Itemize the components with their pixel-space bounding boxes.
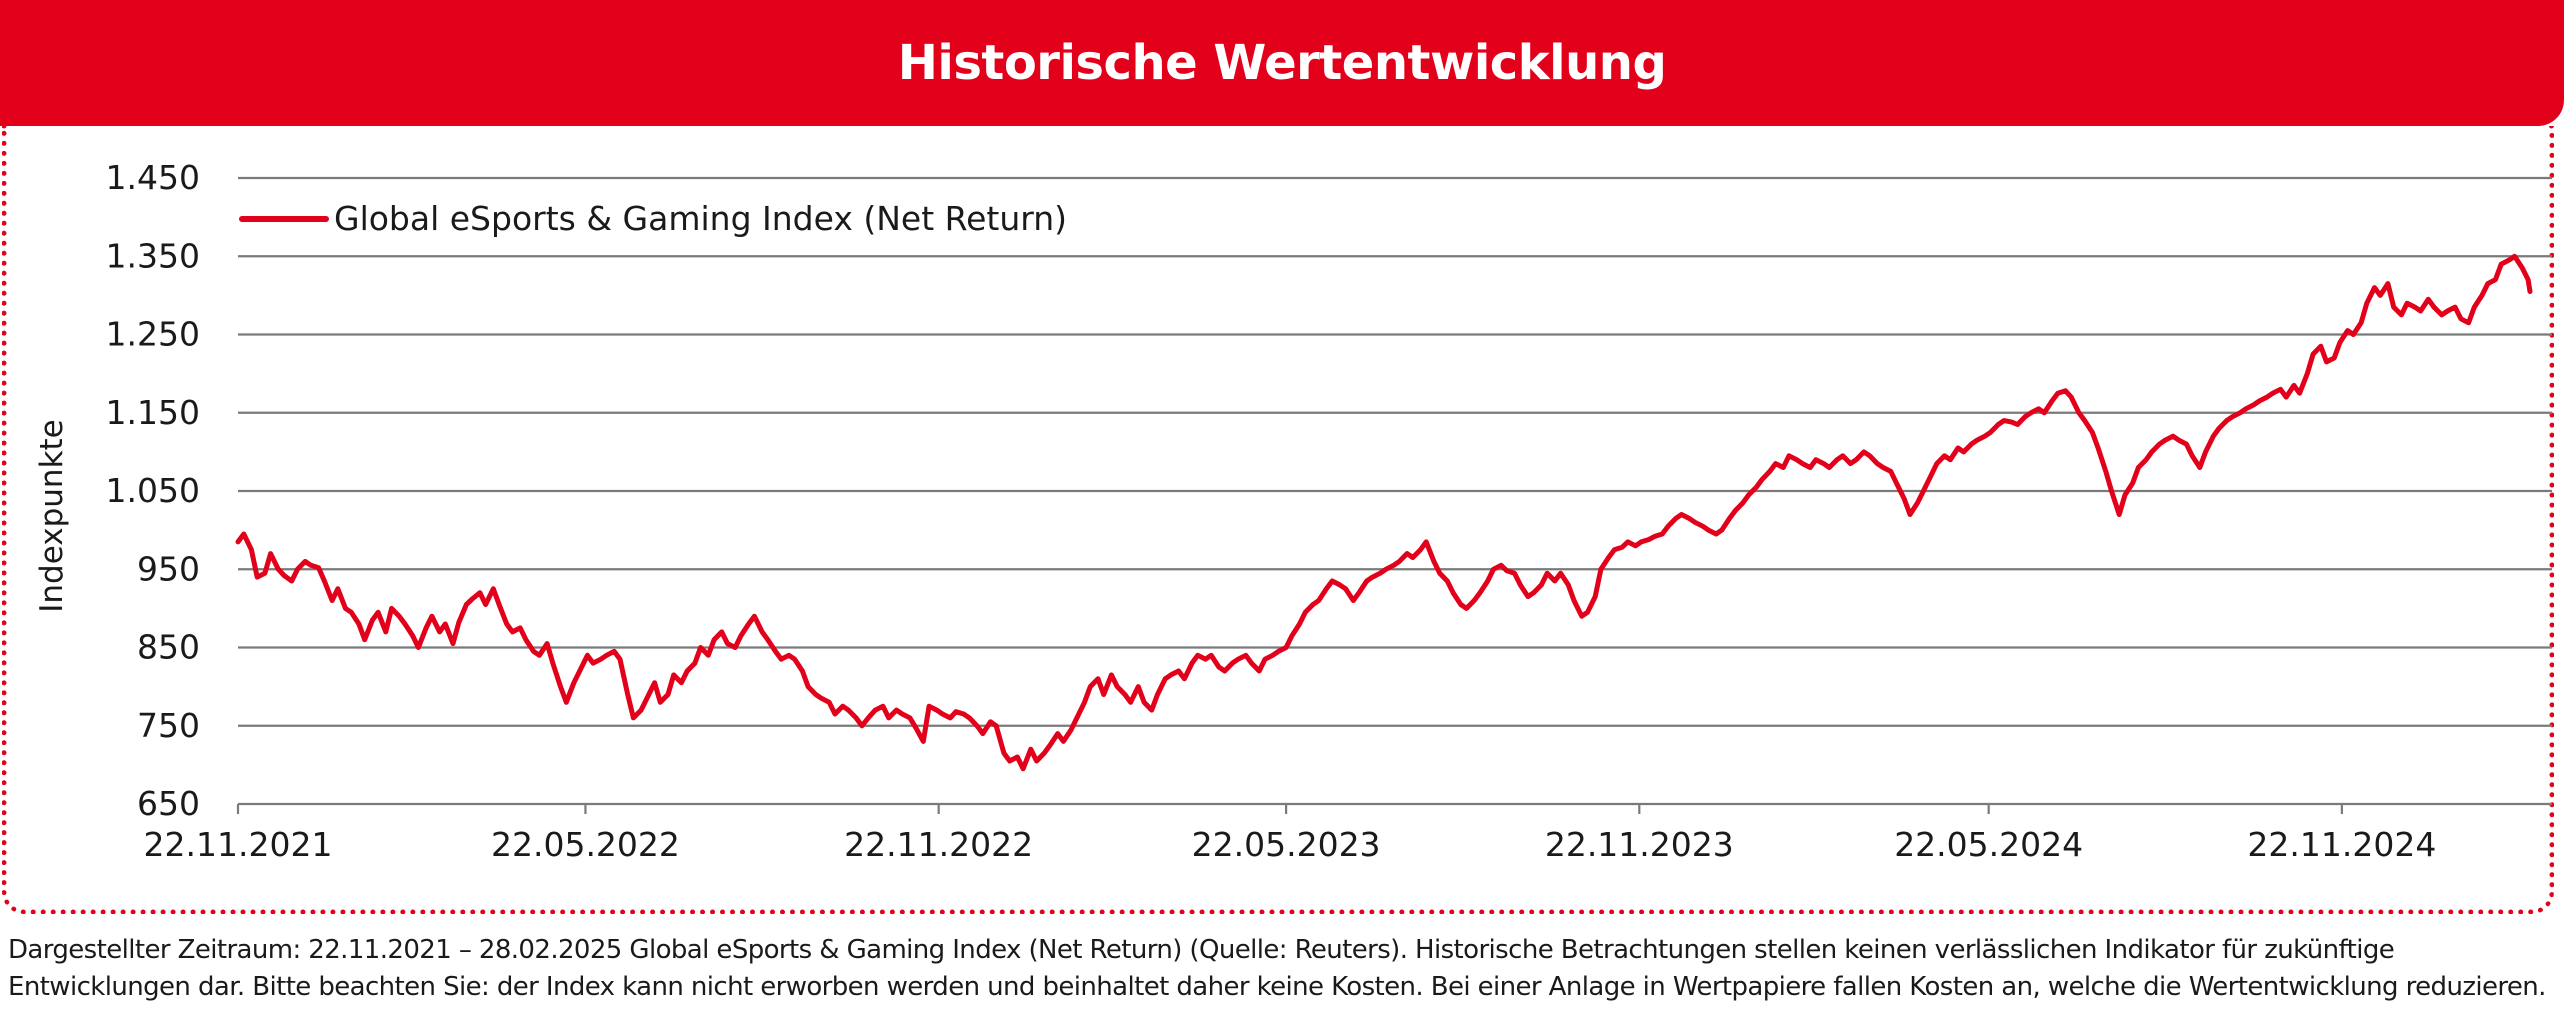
y-axis-label: Indexpunkte: [34, 419, 70, 613]
x-tick-label: 22.05.2023: [1192, 825, 1381, 864]
footer-line-1: Dargestellter Zeitraum: 22.11.2021 – 28.…: [8, 935, 2395, 965]
y-tick-label: 750: [137, 706, 200, 745]
dotted-frame: [2, 126, 2554, 914]
y-tick-label: 950: [137, 549, 200, 588]
series-layer: [235, 253, 2533, 772]
y-tick-label: 1.250: [106, 315, 200, 354]
x-tick-label: 22.05.2024: [1894, 825, 2083, 864]
line-chart: 650 750 850 950 1.050 1.150 1.250 1.350 1.450 22…: [34, 158, 2552, 864]
y-tick-label: 650: [137, 784, 200, 823]
footer-disclaimer: Dargestellter Zeitraum: 22.11.2021 – 28.…: [8, 932, 2556, 1006]
y-axis-ticks: 650 750 850 950 1.050 1.150 1.250 1.350 1.450: [106, 158, 200, 823]
series-line: [235, 253, 2533, 772]
legend: Global eSports & Gaming Index (Net Retur…: [239, 199, 1067, 238]
grid-lines: [238, 176, 2552, 727]
footer-line-2: Entwicklungen dar. Bitte beachten Sie: d…: [8, 972, 2546, 1002]
y-tick-label: 1.350: [106, 236, 200, 275]
x-tick-label: 22.11.2021: [144, 825, 333, 864]
y-tick-label: 1.450: [106, 158, 200, 197]
chart-title: Historische Wertentwicklung: [897, 35, 1667, 91]
x-tick-label: 22.11.2024: [2247, 825, 2436, 864]
x-tick-label: 22.11.2023: [1545, 825, 1734, 864]
y-tick-label: 850: [137, 628, 200, 667]
x-tick-label: 22.11.2022: [844, 825, 1033, 864]
y-tick-label: 1.150: [106, 393, 200, 432]
y-tick-label: 1.050: [106, 471, 200, 510]
x-tick-label: 22.05.2022: [491, 825, 680, 864]
legend-label: Global eSports & Gaming Index (Net Retur…: [334, 199, 1067, 238]
x-axis: 22.11.2021 22.05.2022 22.11.2022 22.05.2023…: [144, 802, 2552, 864]
header-bar: Historische Wertentwicklung: [0, 0, 2564, 126]
